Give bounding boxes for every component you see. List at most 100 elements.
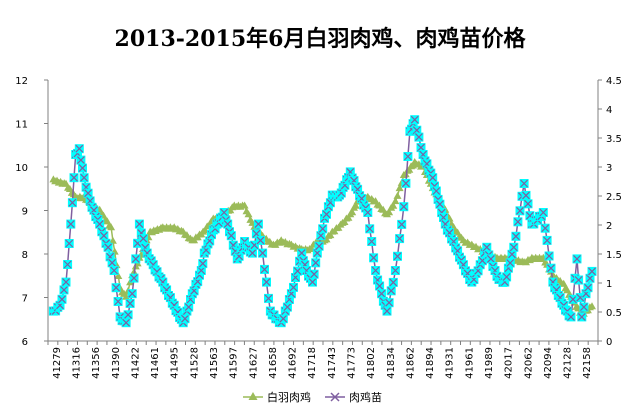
series-chick-cross xyxy=(181,314,189,323)
series-chick-cross xyxy=(315,242,324,251)
series-chick-cross xyxy=(367,237,376,246)
series-chick-cross xyxy=(130,274,138,283)
series-chick-cross xyxy=(520,179,529,188)
series-chick-cross xyxy=(412,126,421,135)
series-chick-cross xyxy=(184,303,193,312)
series-chick-cross xyxy=(308,278,317,287)
series-chick-cross xyxy=(63,260,72,269)
y2-tick-label: 3.5 xyxy=(606,134,622,145)
series-chick-cross xyxy=(509,243,518,252)
series-chick-cross xyxy=(577,312,586,321)
x-tick-label: 41773 xyxy=(346,347,357,379)
series-chick-cross xyxy=(428,173,437,182)
series-chick-cross xyxy=(377,289,386,298)
series-chick-cross xyxy=(260,265,269,274)
series-broiler-point xyxy=(108,236,117,244)
series-chick-cross xyxy=(293,267,302,276)
series-chick-cross xyxy=(410,115,419,124)
series-chick-cross xyxy=(318,224,327,233)
series-chick-cross xyxy=(435,200,444,209)
x-tick-label: 42017 xyxy=(504,347,515,379)
series-chick-cross xyxy=(432,187,441,195)
series-chick-cross xyxy=(365,224,374,233)
series-chick-cross xyxy=(573,254,581,263)
series-chick-cross xyxy=(114,297,123,306)
y-tick-label: 11 xyxy=(15,120,28,131)
series-chick-cross xyxy=(310,270,319,279)
series-chick-cross xyxy=(135,220,144,229)
series-broiler-point xyxy=(240,201,249,209)
series-broiler-point xyxy=(114,272,123,279)
series-chick-cross xyxy=(198,259,207,268)
series-chick-cross xyxy=(264,294,273,303)
x-tick-label: 41597 xyxy=(229,347,240,379)
series-chick-cross xyxy=(84,189,93,198)
y-tick-label: 7 xyxy=(22,294,28,305)
series-chick-cross xyxy=(258,249,267,258)
y2-tick-label: 0 xyxy=(606,337,612,348)
series-chick-cross xyxy=(482,243,491,252)
chart-title: 2013-2015年6月白羽肉鸡、肉鸡苗价格 xyxy=(115,26,527,52)
x-tick-label: 41528 xyxy=(189,347,200,379)
series-chick-cross xyxy=(511,232,520,241)
x-tick-label: 41627 xyxy=(248,347,259,379)
series-broiler-point xyxy=(244,210,253,218)
series-chick-cross xyxy=(389,278,398,287)
series-chick-cross xyxy=(110,266,119,275)
y2-tick-label: 2.5 xyxy=(606,192,622,203)
series-chick-cross xyxy=(417,143,425,152)
y-tick-label: 8 xyxy=(22,250,28,261)
series-broiler-point xyxy=(107,223,116,231)
series-broiler-point xyxy=(395,184,404,192)
y2-tick-label: 1.5 xyxy=(606,250,622,261)
series-broiler-point xyxy=(393,191,402,199)
series-chick-cross xyxy=(506,259,515,267)
series-chick-cross xyxy=(574,276,583,284)
series-chick-cross xyxy=(283,303,292,312)
series-chick-cross xyxy=(68,198,77,207)
y-tick-label: 10 xyxy=(15,163,28,174)
series-chick-cross xyxy=(126,299,135,308)
y2-tick-label: 2 xyxy=(606,221,612,232)
series-chick-cross xyxy=(371,266,380,275)
legend: 白羽肉鸡 肉鸡苗 xyxy=(243,390,382,404)
series-chick-cross xyxy=(99,231,108,240)
series-chick-cross xyxy=(76,156,85,165)
series-chick-cross xyxy=(139,234,148,243)
y-tick-label: 6 xyxy=(22,337,28,348)
series-chick-cross xyxy=(297,249,306,258)
series-chick-cross xyxy=(399,202,408,211)
legend-broiler-label: 白羽肉鸡 xyxy=(267,390,311,404)
series-broiler-point xyxy=(385,208,394,216)
series-chick-cross xyxy=(289,283,298,292)
series-chick-cross xyxy=(387,286,396,295)
series-chick-cross xyxy=(131,254,140,263)
series-chick-cross xyxy=(322,210,331,219)
y2-tick-label: 0.5 xyxy=(606,308,622,319)
series-chick-cross xyxy=(80,173,89,182)
x-tick-label: 41862 xyxy=(405,347,416,379)
series-chick-cross xyxy=(586,274,594,283)
x-tick-label: 42062 xyxy=(523,347,534,379)
series-broiler-point xyxy=(391,197,400,205)
series-chick-cross xyxy=(516,206,524,215)
series-chick-cross xyxy=(486,254,495,263)
y-tick-label: 12 xyxy=(15,76,28,87)
x-tick-label: 41692 xyxy=(288,347,299,379)
series-chick-cross xyxy=(522,191,530,200)
axes: 6 7 8 9 10 11 12 0 0.5 1 1.5 2 2.5 3 3.5 4 4.5 41279 41316… xyxy=(15,76,622,379)
series-chick-cross xyxy=(60,285,68,294)
series-chick-cross xyxy=(66,220,75,229)
x-tick-label: 41461 xyxy=(150,347,161,379)
series-chick-cross xyxy=(112,283,121,292)
series-chick-cross xyxy=(223,220,232,229)
series-chick-cross xyxy=(569,295,577,304)
series-chick-cross xyxy=(108,258,117,267)
y2-tick-label: 4 xyxy=(606,105,612,116)
x-tick-label: 41316 xyxy=(71,347,82,379)
series-chick-cross xyxy=(197,266,206,275)
series-chick-cross xyxy=(401,179,410,188)
series-chick-cross xyxy=(395,234,404,243)
